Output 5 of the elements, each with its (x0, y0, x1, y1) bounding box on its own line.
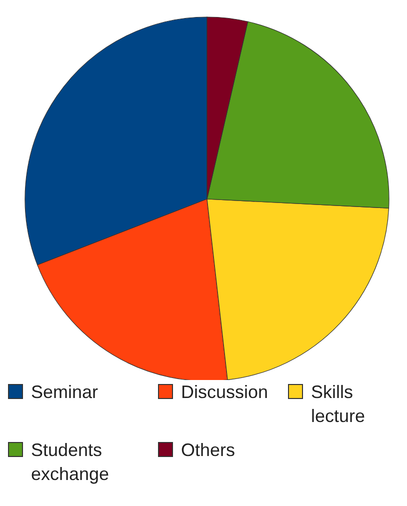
legend-label: Skills lecture (311, 381, 366, 428)
legend-label: Others (181, 439, 236, 462)
legend-label: Students exchange (31, 439, 110, 486)
legend-label: Discussion (181, 381, 268, 404)
legend-label: Seminar (31, 381, 98, 404)
